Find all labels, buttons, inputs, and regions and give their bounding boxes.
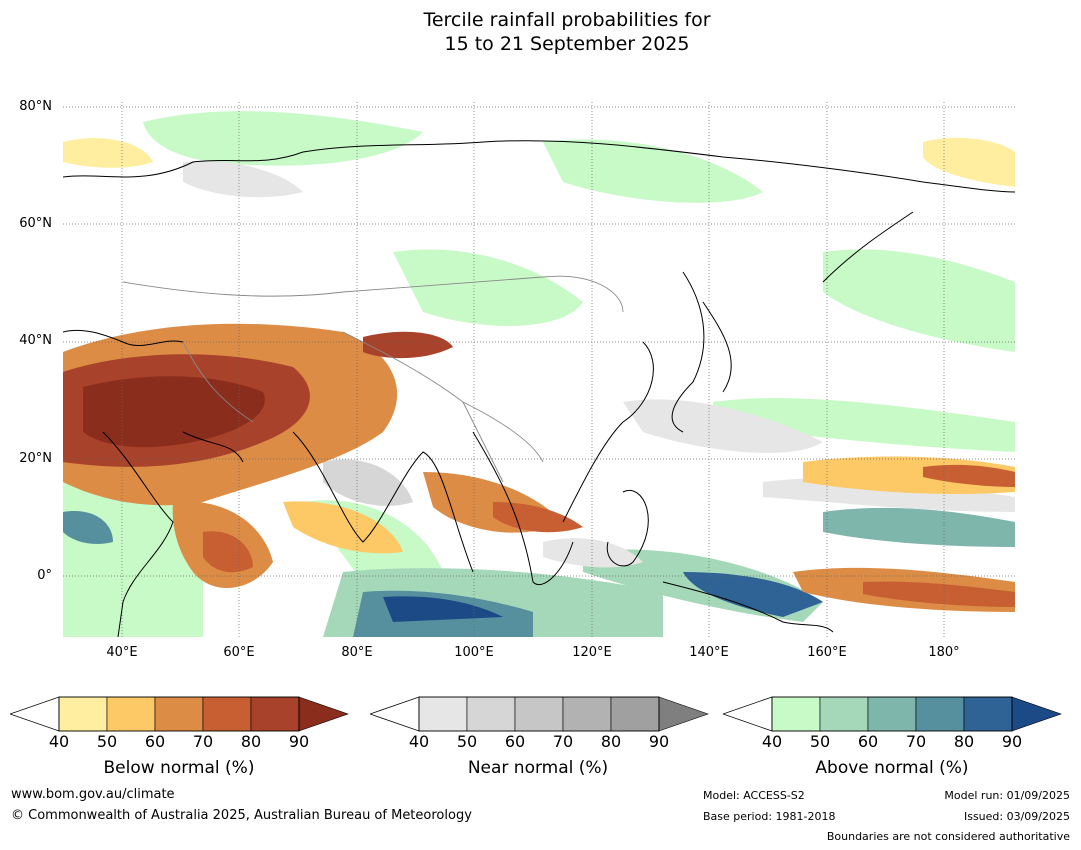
issued-text: Issued: 03/09/2025 (963, 810, 1070, 823)
lon-label-120e: 120°E (572, 645, 612, 660)
lon-label-180: 180° (928, 645, 960, 660)
colorbar-below-segment-4 (202, 696, 252, 732)
map-svg (63, 102, 1015, 637)
tick: 60 (144, 732, 166, 751)
colorbar-near-low-arrow (370, 696, 420, 732)
lon-label-40e: 40°E (106, 645, 138, 660)
lat-label-80n: 80°N (19, 99, 52, 114)
lat-label-60n: 60°N (19, 216, 52, 231)
colorbar-near-segment-1 (418, 696, 468, 732)
colorbar-near-high-arrow (658, 696, 709, 732)
lat-label-40n: 40°N (19, 333, 52, 348)
tick: 50 (456, 732, 478, 751)
copyright-text: © Commonwealth of Australia 2025, Austra… (11, 808, 472, 823)
colorbar-above-high-arrow (1011, 696, 1062, 732)
lon-label-140e: 140°E (689, 645, 729, 660)
colorbar-near-label: Near normal (%) (467, 758, 609, 778)
colorbar-below-segment-1 (58, 696, 108, 732)
coastlines (63, 140, 1015, 637)
country-borders (122, 275, 624, 483)
tick: 80 (600, 732, 622, 751)
tick: 60 (504, 732, 526, 751)
tick: 70 (192, 732, 214, 751)
colorbar-above-segment-1 (771, 696, 821, 732)
title-line-1: Tercile rainfall probabilities for (423, 9, 711, 31)
colorbar-above-segment-3 (867, 696, 917, 732)
colorbar-above-low-arrow (723, 696, 773, 732)
colorbar-below-segment-3 (154, 696, 204, 732)
colorbar-below-low-arrow (10, 696, 60, 732)
colorbar-below-label: Below normal (%) (103, 758, 255, 778)
model-text: Model: ACCESS-S2 (703, 789, 805, 802)
disclaimer-text: Boundaries are not considered authoritat… (826, 830, 1070, 843)
tick: 90 (648, 732, 670, 751)
tick: 50 (809, 732, 831, 751)
title-line-2: 15 to 21 September 2025 (444, 33, 690, 55)
tick: 60 (857, 732, 879, 751)
colorbar-above-segment-5 (963, 696, 1013, 732)
tick: 40 (761, 732, 783, 751)
tick: 80 (953, 732, 975, 751)
colorbar-near-segment-5 (610, 696, 660, 732)
lat-label-0: 0° (37, 568, 52, 583)
rainfall-probability-map (63, 102, 1015, 637)
tick: 50 (96, 732, 118, 751)
lon-label-160e: 160°E (807, 645, 847, 660)
colorbar-above-segment-4 (915, 696, 965, 732)
tick: 40 (48, 732, 70, 751)
colorbar-above-label: Above normal (%) (815, 758, 969, 778)
chart-title: Tercile rainfall probabilities for 15 to… (0, 8, 1081, 56)
tick: 80 (240, 732, 262, 751)
colorbar-below-segment-5 (250, 696, 300, 732)
model-run-text: Model run: 01/09/2025 (944, 789, 1070, 802)
graticule (63, 102, 1015, 637)
colorbar-below-high-arrow (298, 696, 349, 732)
lon-label-100e: 100°E (454, 645, 494, 660)
colorbar-above-segment-2 (819, 696, 869, 732)
tick: 70 (905, 732, 927, 751)
tick: 70 (552, 732, 574, 751)
colorbar-near-normal (370, 696, 709, 732)
colorbar-near-segment-3 (514, 696, 564, 732)
tick: 90 (288, 732, 310, 751)
colorbar-near-segment-4 (562, 696, 612, 732)
base-period-text: Base period: 1981-2018 (703, 810, 836, 823)
above-normal-regions (63, 111, 1015, 637)
lat-label-20n: 20°N (19, 451, 52, 466)
tick: 90 (1001, 732, 1023, 751)
website-link[interactable]: www.bom.gov.au/climate (11, 787, 175, 802)
colorbar-below-normal (10, 696, 349, 732)
colorbar-near-segment-2 (466, 696, 516, 732)
colorbar-above-normal (723, 696, 1062, 732)
colorbar-below-segment-2 (106, 696, 156, 732)
below-normal-regions (63, 137, 1015, 612)
tick: 40 (408, 732, 430, 751)
lon-label-80e: 80°E (341, 645, 373, 660)
lon-label-60e: 60°E (223, 645, 255, 660)
